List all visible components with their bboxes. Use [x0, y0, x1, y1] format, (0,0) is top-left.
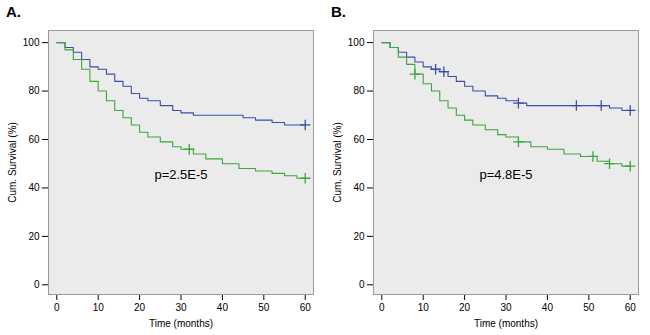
svg-text:60: 60 — [300, 302, 312, 313]
svg-text:10: 10 — [93, 302, 105, 313]
svg-text:80: 80 — [28, 85, 40, 96]
svg-text:Cum. Survival (%): Cum. Survival (%) — [7, 122, 18, 203]
svg-text:50: 50 — [258, 302, 270, 313]
svg-text:0: 0 — [34, 279, 40, 290]
svg-text:0: 0 — [54, 302, 60, 313]
svg-text:Time (months): Time (months) — [474, 318, 538, 329]
svg-text:40: 40 — [217, 302, 229, 313]
svg-text:30: 30 — [175, 302, 187, 313]
svg-text:20: 20 — [28, 231, 40, 242]
svg-text:20: 20 — [459, 302, 471, 313]
html-text:B.: B. — [331, 3, 346, 20]
svg-text:40: 40 — [542, 302, 554, 313]
svg-text:0: 0 — [359, 279, 365, 290]
svg-text:60: 60 — [28, 134, 40, 145]
svg-text:p=2.5E-5: p=2.5E-5 — [154, 167, 207, 182]
svg-text:100: 100 — [23, 37, 40, 48]
svg-text:60: 60 — [353, 134, 365, 145]
svg-text:50: 50 — [583, 302, 595, 313]
svg-text:20: 20 — [353, 231, 365, 242]
svg-text:40: 40 — [28, 182, 40, 193]
svg-text:0: 0 — [379, 302, 385, 313]
svg-text:p=4.8E-5: p=4.8E-5 — [479, 167, 532, 182]
svg-text:Time (months): Time (months) — [149, 318, 213, 329]
svg-text:20: 20 — [134, 302, 146, 313]
html-text:A.: A. — [6, 3, 21, 20]
svg-text:60: 60 — [625, 302, 637, 313]
svg-text:10: 10 — [418, 302, 430, 313]
svg-text:80: 80 — [353, 85, 365, 96]
svg-text:30: 30 — [500, 302, 512, 313]
svg-text:40: 40 — [353, 182, 365, 193]
svg-text:Cum. Survival (%): Cum. Survival (%) — [332, 122, 343, 203]
svg-text:100: 100 — [348, 37, 365, 48]
